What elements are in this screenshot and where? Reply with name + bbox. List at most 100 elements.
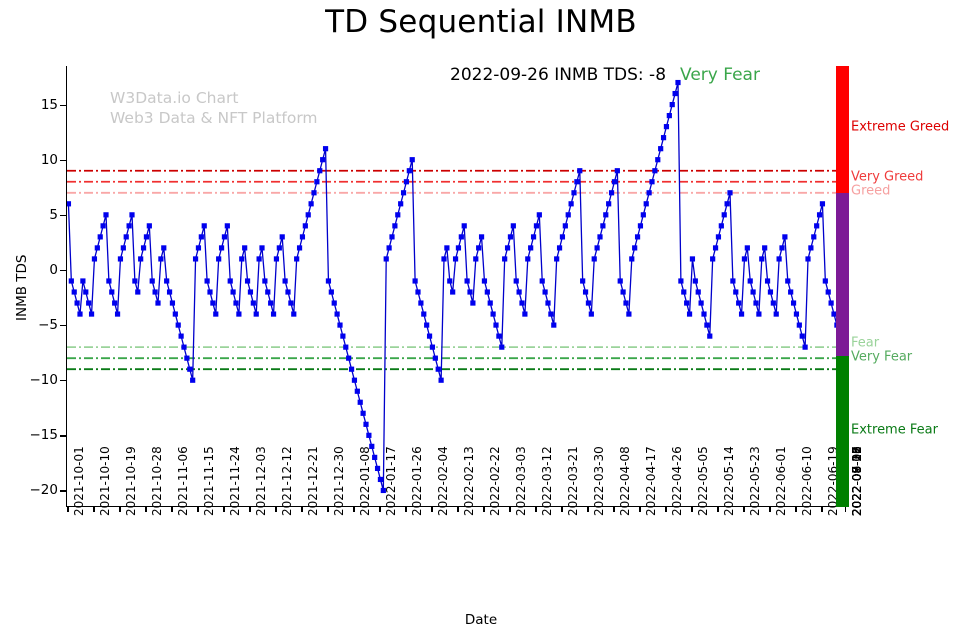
data-point — [684, 300, 690, 306]
data-point — [692, 278, 698, 284]
x-tick-mark — [509, 507, 511, 512]
x-tick-mark — [197, 507, 199, 512]
data-point — [626, 311, 632, 317]
data-point — [721, 212, 727, 218]
y-tick-mark — [60, 490, 66, 492]
data-point — [213, 311, 219, 317]
data-point — [565, 212, 571, 218]
data-point — [568, 201, 574, 207]
data-point — [247, 289, 254, 295]
data-point — [473, 256, 479, 262]
data-point — [614, 168, 620, 174]
data-point — [530, 234, 537, 240]
x-tick-label: 2022-06-10 — [800, 446, 815, 516]
data-point — [533, 223, 540, 229]
x-tick-label: 2022-02-22 — [488, 446, 503, 516]
data-point — [603, 212, 609, 218]
data-point — [100, 223, 106, 229]
data-point — [120, 245, 126, 251]
x-tick-mark — [665, 507, 667, 512]
x-tick-mark — [275, 507, 277, 512]
data-point — [663, 124, 670, 130]
data-point — [811, 234, 817, 240]
data-point — [216, 256, 222, 262]
data-point — [415, 289, 421, 295]
data-point — [138, 256, 144, 262]
data-point — [146, 223, 152, 229]
x-tick-label: 2021-10-01 — [72, 446, 87, 516]
data-point — [164, 278, 170, 284]
data-point — [701, 311, 707, 317]
data-point — [496, 333, 502, 339]
data-point — [340, 333, 346, 339]
x-tick-label: 2022-04-17 — [644, 446, 659, 516]
data-point — [510, 223, 516, 229]
data-point — [522, 311, 528, 317]
current-value-annotation: 2022-09-26 INMB TDS: -8 Very Fear — [450, 65, 760, 85]
x-tick-mark — [93, 507, 95, 512]
y-tick-mark — [60, 380, 66, 382]
data-point — [805, 256, 811, 262]
zone-label-fear: Fear — [851, 335, 880, 351]
data-point — [611, 179, 618, 185]
data-point — [689, 256, 696, 262]
data-point — [831, 311, 837, 317]
data-point — [97, 234, 103, 240]
data-point — [730, 278, 736, 284]
data-point — [218, 245, 225, 251]
data-point — [762, 245, 768, 251]
data-point — [796, 322, 802, 328]
data-point — [435, 366, 441, 372]
data-point — [320, 157, 326, 163]
x-tick-label: 2022-02-13 — [462, 446, 477, 516]
x-tick-label: 2021-12-03 — [254, 446, 269, 516]
x-tick-label: 2021-12-12 — [280, 446, 295, 516]
data-point — [727, 190, 733, 196]
zone-label-extreme-fear: Extreme Fear — [851, 422, 938, 438]
y-tick-mark — [60, 269, 66, 272]
data-point — [759, 256, 765, 262]
x-tick-mark — [691, 507, 693, 512]
data-point — [617, 278, 623, 284]
data-point — [152, 289, 158, 295]
data-point — [418, 300, 424, 306]
data-point — [187, 366, 193, 372]
data-point — [669, 101, 675, 108]
data-point — [123, 234, 129, 240]
data-point — [158, 256, 164, 262]
data-point — [389, 234, 395, 240]
data-point — [487, 300, 493, 306]
data-point — [548, 311, 554, 317]
data-point — [733, 289, 739, 295]
x-tick-label: 2022-05-23 — [748, 446, 763, 516]
data-point — [707, 333, 713, 339]
data-point — [582, 289, 589, 295]
data-point — [409, 157, 415, 163]
data-point — [112, 300, 118, 306]
sentiment-colorbar — [836, 66, 849, 507]
x-tick-mark — [587, 507, 589, 512]
x-tick-label: 2022-03-30 — [592, 446, 607, 516]
data-point — [542, 289, 548, 295]
data-point — [392, 223, 398, 229]
watermark: W3Data.io Chart Web3 Data & NFT Platform — [110, 89, 318, 127]
data-point — [67, 201, 72, 207]
data-point — [106, 278, 112, 284]
y-tick-label: −5 — [38, 317, 58, 334]
data-point — [195, 245, 202, 251]
data-point — [374, 465, 381, 472]
data-point — [785, 278, 791, 284]
data-point — [441, 256, 447, 262]
data-point — [814, 223, 820, 229]
page-title: TD Sequential INMB — [325, 4, 637, 40]
data-point — [305, 212, 311, 218]
data-point — [597, 234, 603, 240]
data-point — [715, 234, 722, 240]
data-point — [166, 289, 173, 295]
data-point — [637, 223, 644, 229]
y-tick-mark — [60, 214, 66, 217]
x-tick-label: 2022-05-05 — [696, 446, 711, 516]
data-point — [377, 476, 384, 483]
x-tick-mark — [795, 507, 797, 512]
data-point — [363, 421, 369, 427]
